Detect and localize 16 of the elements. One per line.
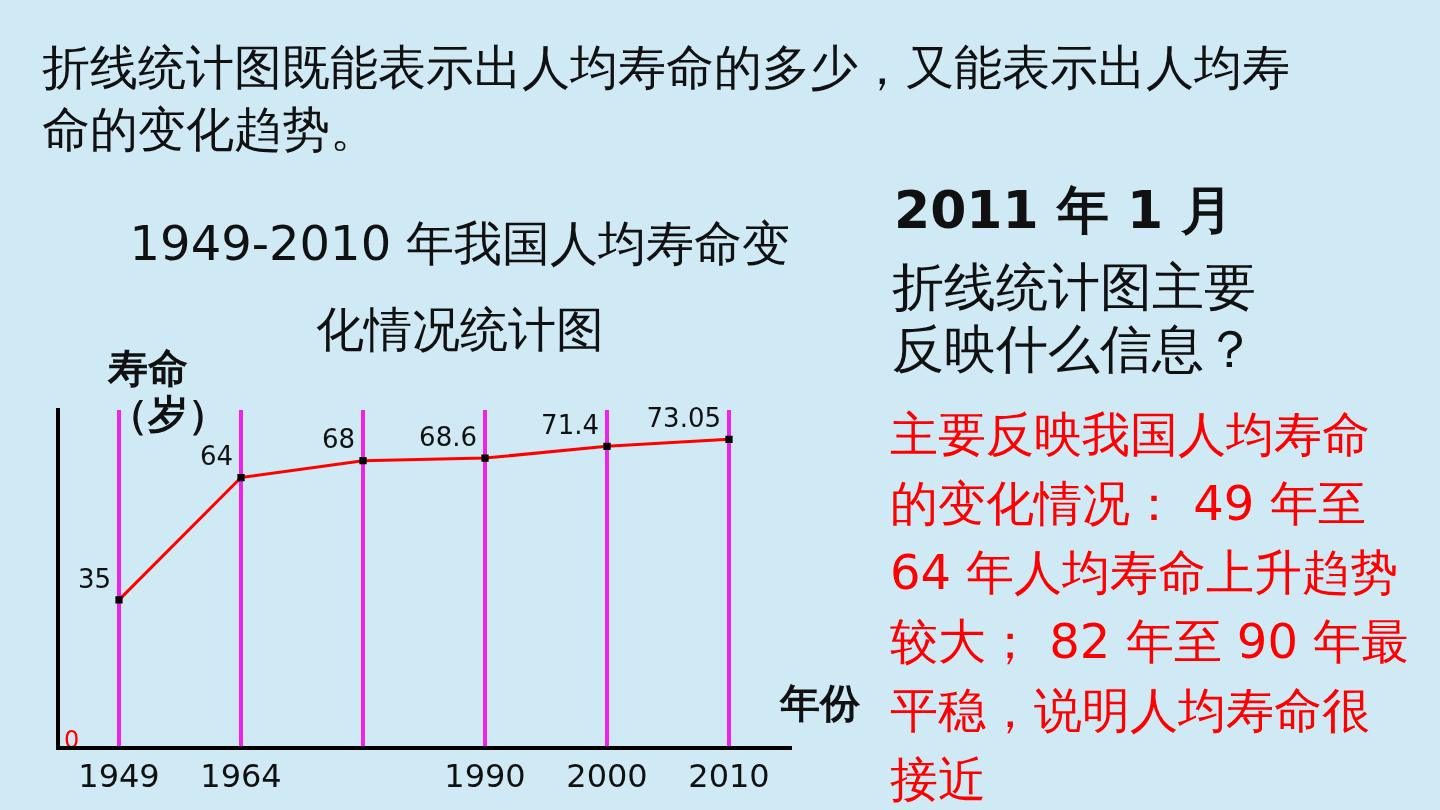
x-tick-label: 2000	[566, 757, 648, 796]
x-axis-title: 年份	[780, 679, 860, 728]
x-tick-label: 2010	[688, 757, 770, 796]
text: 折线统计图既能表示出人均寿命的多少，又能表示出人均寿命的变化趋势。	[42, 38, 1291, 159]
data-label: 35	[77, 563, 111, 594]
x-tick-label: 1990	[444, 757, 526, 796]
data-label: 68	[321, 424, 355, 455]
text: 折线统计图主要反映什么信息？	[892, 256, 1257, 380]
text: 2011 年 1 月	[894, 179, 1234, 242]
data-label: 64	[199, 441, 233, 472]
data-label: 73.05	[646, 403, 721, 434]
data-label: 71.4	[541, 410, 599, 441]
x-tick-label: 1964	[200, 757, 282, 796]
data-label: 68.6	[419, 421, 477, 452]
text: 主要反映我国人均寿命的变化情况： 49 年至 64 年人均寿命上升趋势较大； 82 年至 90 年最平稳，说明人均寿命很接近	[890, 405, 1410, 809]
x-tick-label: 1949	[78, 757, 160, 796]
